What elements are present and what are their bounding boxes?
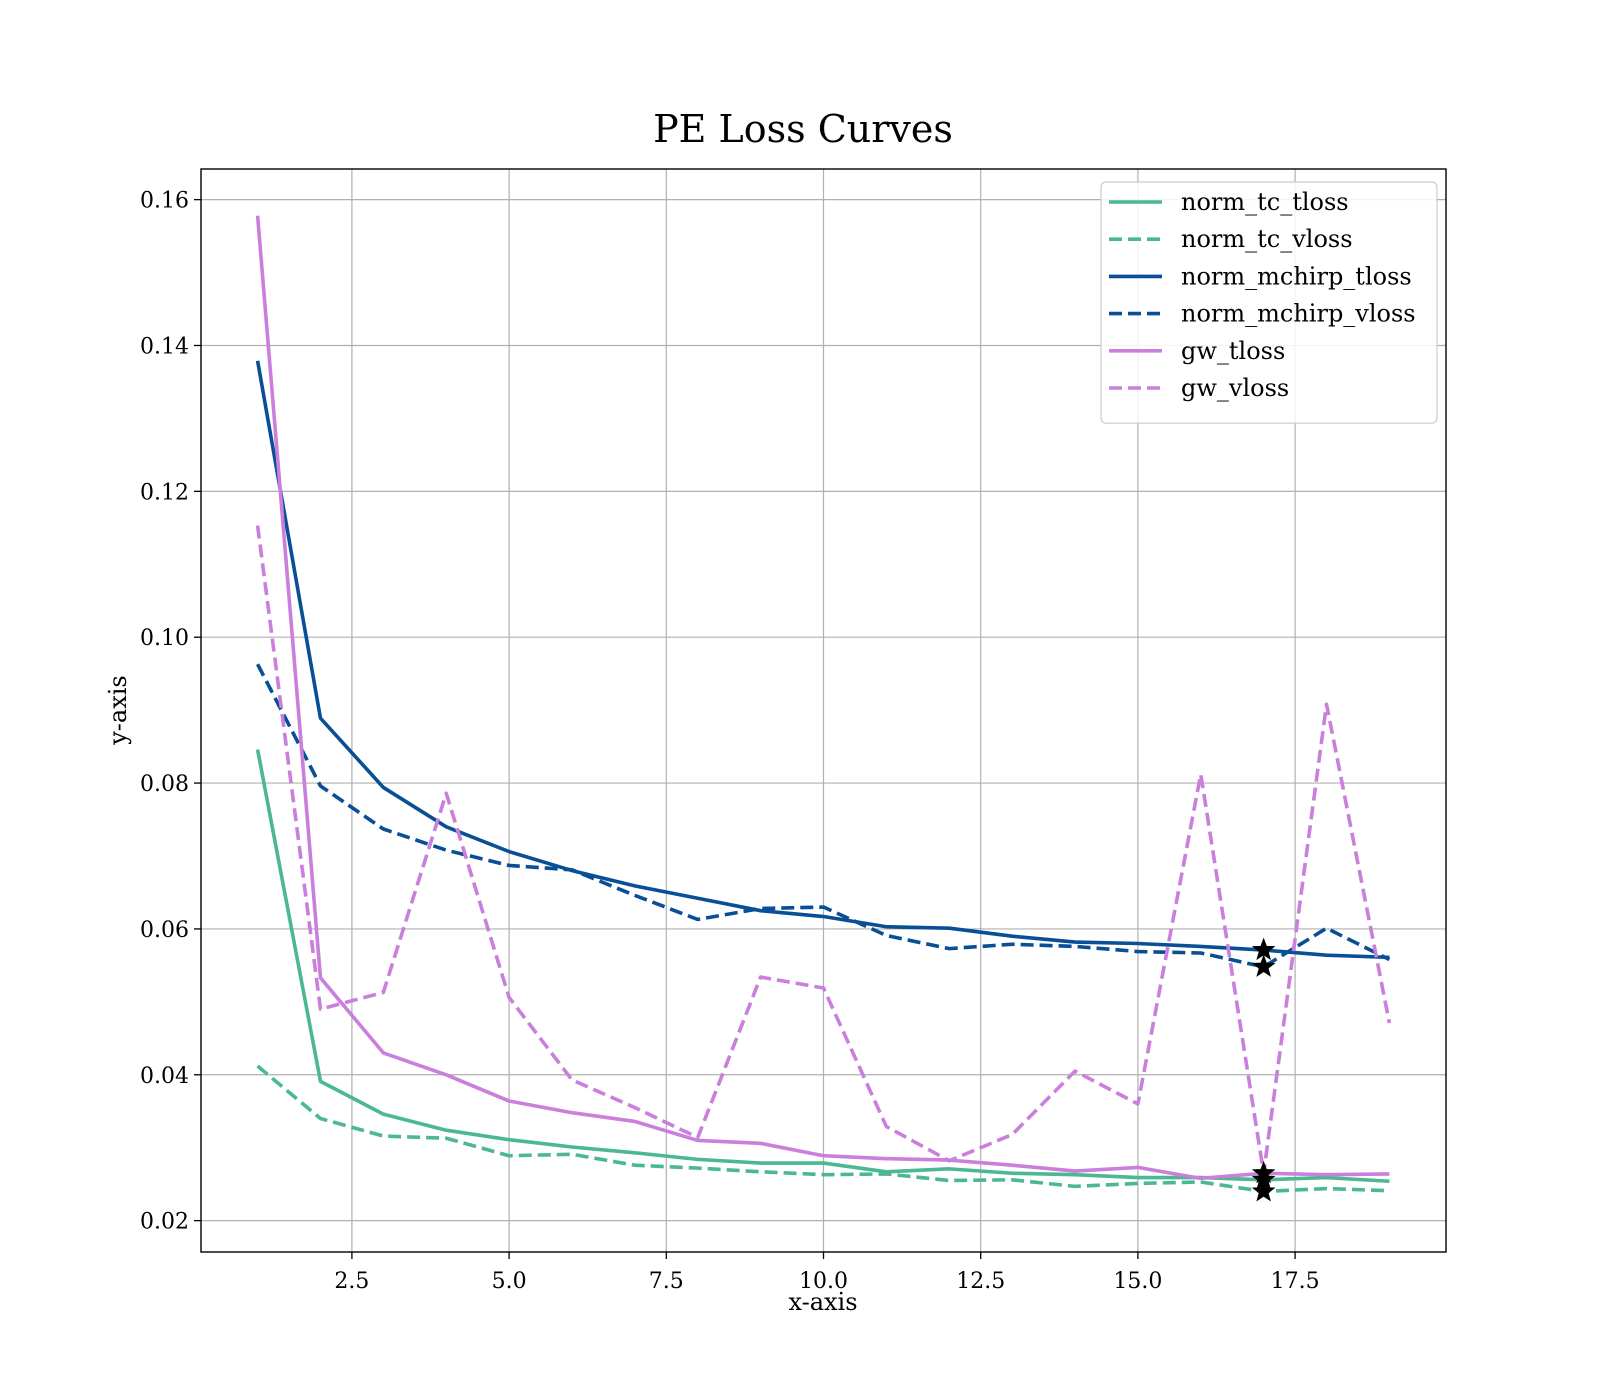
series-line-norm-mchirp-tloss	[255, 360, 1390, 960]
y-tick-label: 0.12	[140, 480, 189, 505]
x-tick-label: 7.5	[649, 1269, 684, 1294]
y-tick-label: 0.16	[140, 189, 189, 214]
series-layer	[255, 215, 1392, 1194]
grid	[201, 169, 1446, 1252]
legend-label-norm-mchirp-vloss: norm_mchirp_vloss	[1181, 300, 1416, 328]
legend-label-gw-vloss: gw_vloss	[1181, 374, 1289, 402]
legend-label-norm-tc-vloss: norm_tc_vloss	[1181, 225, 1353, 253]
y-axis-label: y-axis	[104, 675, 132, 746]
y-ticks: 0.02 0.04 0.06 0.08 0.10 0.12 0.14 0.16	[140, 189, 201, 1235]
series-line-gw-vloss	[255, 525, 1392, 1176]
x-tick-label: 2.5	[334, 1269, 369, 1294]
x-ticks: 2.5 5.0 7.5 10.0 12.5 15.0 17.5	[334, 1252, 1320, 1294]
x-tick-label: 17.5	[1271, 1269, 1320, 1294]
marker-layer	[1251, 937, 1276, 1202]
x-tick-label: 15.0	[1113, 1269, 1162, 1294]
x-tick-label: 10.0	[799, 1269, 848, 1294]
legend-box	[1100, 181, 1438, 424]
chart-title: PE Loss Curves	[653, 107, 953, 151]
x-tick-label: 5.0	[492, 1269, 527, 1294]
y-tick-label: 0.08	[140, 772, 189, 797]
best-epoch-star-marker	[1251, 1179, 1276, 1202]
y-tick-label: 0.10	[140, 626, 189, 651]
legend-label-norm-tc-tloss: norm_tc_tloss	[1181, 188, 1349, 216]
best-epoch-star-marker	[1251, 954, 1276, 977]
series-line-gw-tloss	[255, 215, 1390, 1181]
y-tick-label: 0.06	[140, 918, 189, 943]
x-axis-label: x-axis	[788, 1288, 857, 1316]
y-tick-label: 0.02	[140, 1210, 189, 1235]
legend-label-gw-tloss: gw_tloss	[1181, 337, 1285, 365]
series-line-norm-mchirp-vloss	[255, 663, 1391, 969]
legend-label-norm-mchirp-tloss: norm_mchirp_tloss	[1181, 262, 1412, 290]
x-tick-label: 12.5	[956, 1269, 1005, 1294]
y-tick-label: 0.04	[140, 1064, 189, 1089]
legend: norm_tc_tloss norm_tc_vloss norm_mchirp_tl…	[1100, 181, 1438, 424]
series-line-norm-tc-vloss	[256, 1064, 1390, 1194]
y-tick-label: 0.14	[140, 334, 189, 359]
